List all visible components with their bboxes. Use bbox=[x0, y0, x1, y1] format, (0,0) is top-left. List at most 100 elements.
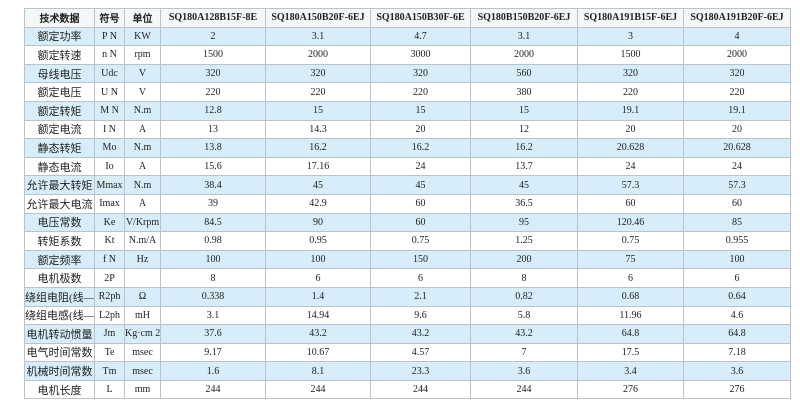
table-cell: 276 bbox=[683, 379, 791, 400]
table-cell: 3 bbox=[577, 26, 684, 47]
table-cell: 120.46 bbox=[577, 212, 684, 233]
table-row: 额定功率 P N KW 2 3.1 4.7 3.1 3 4 bbox=[24, 26, 791, 47]
table-cell: 64.8 bbox=[577, 324, 684, 344]
table-cell: 45 bbox=[265, 175, 371, 195]
table-row: 额定电压 U N V 220 220 220 380 220 220 bbox=[24, 82, 791, 102]
table-cell: I N bbox=[94, 119, 125, 140]
table-row: 额定转矩 M N N.m 12.8 15 15 15 19.1 19.1 bbox=[24, 100, 791, 121]
table-cell: 1.25 bbox=[470, 231, 578, 251]
table-cell: 1.4 bbox=[265, 286, 371, 307]
table-cell: 2000 bbox=[683, 45, 791, 65]
table-row: 额定电流 I N A 13 14.3 20 12 20 20 bbox=[24, 119, 791, 140]
table-cell: Imax bbox=[94, 193, 125, 214]
table-cell: 6 bbox=[370, 268, 471, 288]
table-cell: 6 bbox=[265, 268, 371, 288]
table-cell: 244 bbox=[470, 379, 578, 400]
table-cell: 7 bbox=[470, 342, 578, 363]
table-cell: 0.98 bbox=[160, 231, 266, 251]
table-cell: 14.94 bbox=[265, 305, 371, 326]
table-cell: P N bbox=[94, 26, 125, 47]
table-cell: 220 bbox=[265, 82, 371, 102]
table-cell: 24 bbox=[577, 156, 684, 177]
table-cell: 244 bbox=[370, 379, 471, 400]
table-cell: L bbox=[94, 379, 125, 400]
table-cell: 2.1 bbox=[370, 286, 471, 307]
table-cell: R2ph bbox=[94, 286, 125, 307]
table-cell: 15 bbox=[265, 100, 371, 121]
table-cell: 0.75 bbox=[370, 231, 471, 251]
table-cell: 3.4 bbox=[577, 361, 684, 381]
table-cell: 57.3 bbox=[683, 175, 791, 195]
table-cell: Tm bbox=[94, 361, 125, 381]
row-label: 额定电压 bbox=[24, 82, 95, 102]
table-cell: 320 bbox=[577, 63, 684, 84]
table-cell: 12 bbox=[470, 119, 578, 140]
table-cell: 320 bbox=[265, 63, 371, 84]
row-label: 绕组电阻(线—线) bbox=[24, 286, 95, 307]
table-cell: msec bbox=[124, 342, 161, 363]
table-cell: 1.6 bbox=[160, 361, 266, 381]
row-label: 电机转动惯量 bbox=[24, 324, 95, 344]
table-cell: 3000 bbox=[370, 45, 471, 65]
row-label: 允许最大转矩 bbox=[24, 175, 95, 195]
table-cell: V bbox=[124, 82, 161, 102]
table-cell: Udc bbox=[94, 63, 125, 84]
table-cell: 3.6 bbox=[470, 361, 578, 381]
table-cell: 1500 bbox=[577, 45, 684, 65]
table-cell: 38.4 bbox=[160, 175, 266, 195]
table-cell: 60 bbox=[577, 193, 684, 214]
table-cell: 1500 bbox=[160, 45, 266, 65]
row-label: 额定频率 bbox=[24, 249, 95, 270]
table-row: 转矩系数 Kt N.m/A 0.98 0.95 0.75 1.25 0.75 0.955 bbox=[24, 231, 791, 251]
table-cell: 12.8 bbox=[160, 100, 266, 121]
table-cell: 100 bbox=[265, 249, 371, 270]
table-cell: 6 bbox=[683, 268, 791, 288]
table-cell: Ω bbox=[124, 286, 161, 307]
table-cell: A bbox=[124, 193, 161, 214]
table-cell: 43.2 bbox=[370, 324, 471, 344]
table-cell: n N bbox=[94, 45, 125, 65]
table-cell: 3.1 bbox=[160, 305, 266, 326]
header-cell: SQ180A128B15F-8E bbox=[160, 8, 266, 28]
table-cell: N.m bbox=[124, 138, 161, 158]
table-cell: 4.6 bbox=[683, 305, 791, 326]
table-row: 额定频率 f N Hz 100 100 150 200 75 100 bbox=[24, 249, 791, 270]
table-cell: 276 bbox=[577, 379, 684, 400]
header-cell: 单位 bbox=[124, 8, 161, 28]
table-row: 静态转矩 Mo N.m 13.8 16.2 16.2 16.2 20.628 20.628 bbox=[24, 138, 791, 158]
table-cell: mH bbox=[124, 305, 161, 326]
table-cell: 15 bbox=[470, 100, 578, 121]
table-cell: 20.628 bbox=[683, 138, 791, 158]
table-cell: 20 bbox=[370, 119, 471, 140]
row-label: 额定转矩 bbox=[24, 100, 95, 121]
table-cell: Ke bbox=[94, 212, 125, 233]
row-label: 电气时间常数 bbox=[24, 342, 95, 363]
table-cell: V/Krpm bbox=[124, 212, 161, 233]
header-row: 技术数据 符号 单位 SQ180A128B15F-8E SQ180A150B20F-6E… bbox=[24, 8, 791, 28]
table-cell: 320 bbox=[683, 63, 791, 84]
row-label: 机械时间常数 bbox=[24, 361, 95, 381]
table-cell: 320 bbox=[370, 63, 471, 84]
table-cell: 43.2 bbox=[265, 324, 371, 344]
table-cell: 3.6 bbox=[683, 361, 791, 381]
table-cell: M N bbox=[94, 100, 125, 121]
table-cell: 39 bbox=[160, 193, 266, 214]
table-cell: 2000 bbox=[265, 45, 371, 65]
table-cell: 0.955 bbox=[683, 231, 791, 251]
table-cell: 100 bbox=[683, 249, 791, 270]
table-cell: Io bbox=[94, 156, 125, 177]
table-cell: f N bbox=[94, 249, 125, 270]
table-cell: 16.2 bbox=[470, 138, 578, 158]
table-cell: 8.1 bbox=[265, 361, 371, 381]
table-cell: 23.3 bbox=[370, 361, 471, 381]
table-cell: 17.16 bbox=[265, 156, 371, 177]
row-label: 额定电流 bbox=[24, 119, 95, 140]
table-cell: 244 bbox=[265, 379, 371, 400]
table-cell: 45 bbox=[470, 175, 578, 195]
table-cell: 244 bbox=[160, 379, 266, 400]
table-cell: 90 bbox=[265, 212, 371, 233]
table-cell: 20 bbox=[577, 119, 684, 140]
